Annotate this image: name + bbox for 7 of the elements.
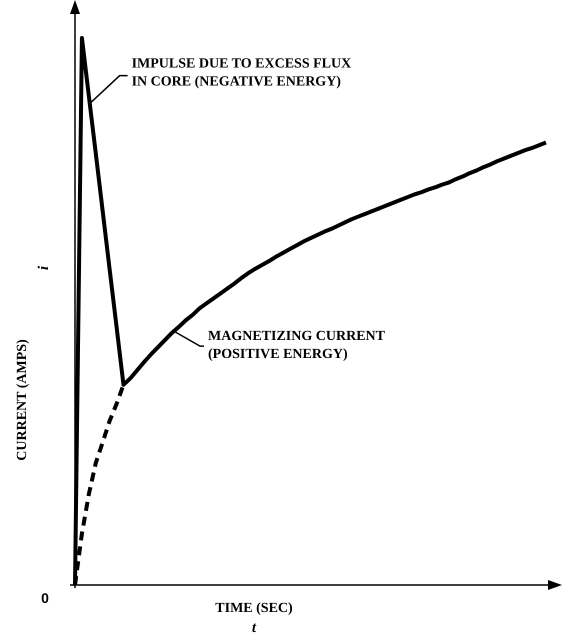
annotation: IMPULSE DUE TO EXCESS FLUX IN CORE (NEGATIVE ENERGY) <box>132 56 352 90</box>
text: i <box>36 265 52 270</box>
text: t <box>252 620 257 636</box>
annotation: MAGNETIZING CURRENT (POSITIVE ENERGY) <box>208 329 386 362</box>
text: 0 <box>41 590 50 606</box>
x-axis-title: TIME (SEC) <box>215 601 294 616</box>
y-axis-title: CURRENT (AMPS) <box>15 338 30 461</box>
